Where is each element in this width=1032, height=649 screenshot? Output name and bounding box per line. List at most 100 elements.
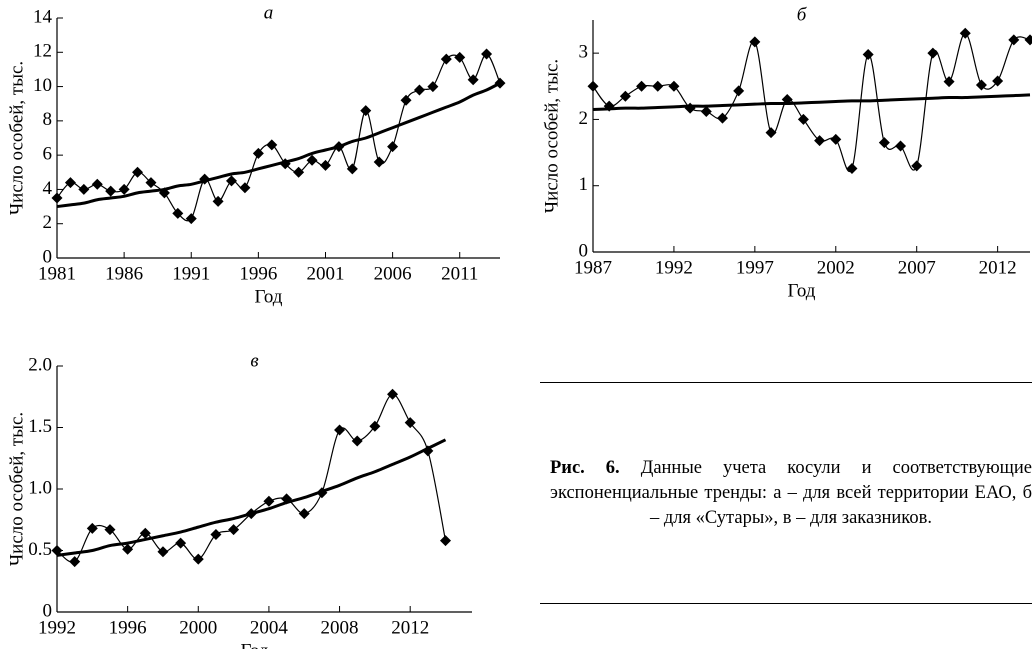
- y-axis-label: Число особей, тыс.: [6, 61, 27, 215]
- data-point: [467, 74, 479, 86]
- y-tick-label: 4: [43, 178, 53, 199]
- x-axis-label: Год: [255, 286, 283, 307]
- x-tick-label: 2001: [306, 263, 344, 284]
- trend-line: [592, 93, 1031, 111]
- data-point: [226, 175, 238, 187]
- data-point: [1008, 34, 1020, 46]
- data-point: [132, 166, 144, 178]
- data-point: [263, 495, 275, 507]
- data-point: [122, 543, 134, 555]
- y-tick-label: 0: [43, 600, 53, 621]
- data-point: [351, 435, 363, 447]
- data-point: [862, 48, 874, 60]
- data-point: [404, 417, 416, 429]
- x-tick-label: 2002: [817, 257, 855, 278]
- data-point: [992, 75, 1004, 87]
- caption-label: Рис. 6.: [550, 457, 620, 478]
- data-point: [911, 160, 923, 172]
- data-point: [636, 80, 648, 92]
- data-point: [387, 388, 399, 400]
- data-point: [210, 529, 222, 541]
- data-point: [619, 90, 631, 102]
- x-axis-label: Год: [788, 280, 816, 301]
- y-tick-label: 1.0: [28, 477, 52, 498]
- x-tick-label: 2011: [441, 263, 478, 284]
- data-point: [157, 546, 169, 558]
- x-tick-label: 2007: [898, 257, 936, 278]
- data-point: [943, 76, 955, 88]
- data-point: [334, 424, 346, 436]
- data-point: [192, 553, 204, 565]
- data-point: [959, 27, 971, 39]
- x-tick-label: 1991: [172, 263, 210, 284]
- data-point: [139, 527, 151, 539]
- y-axis-label: Число особей, тыс.: [541, 59, 562, 213]
- y-tick-label: 2.0: [28, 354, 52, 375]
- data-point: [975, 79, 987, 91]
- data-point: [51, 545, 63, 556]
- data-point: [266, 139, 278, 151]
- panel-title: в: [250, 350, 258, 371]
- x-tick-label: 1986: [105, 263, 143, 284]
- y-tick-label: 0: [43, 246, 53, 267]
- data-point: [733, 85, 745, 97]
- data-point: [652, 80, 664, 92]
- data-point: [252, 147, 264, 159]
- data-point: [895, 140, 907, 152]
- data-point: [145, 177, 157, 189]
- data-point: [878, 137, 890, 149]
- data-point: [830, 133, 842, 145]
- data-point: [1024, 34, 1032, 46]
- data-point: [716, 112, 728, 124]
- y-tick-label: 12: [33, 41, 52, 62]
- data-point: [293, 166, 305, 178]
- data-point: [239, 182, 251, 194]
- data-point: [440, 535, 452, 547]
- x-tick-label: 1996: [109, 617, 147, 638]
- x-tick-label: 1987: [574, 257, 612, 278]
- x-tick-label: 2006: [374, 263, 412, 284]
- panel-title: а: [264, 2, 274, 23]
- data-point: [185, 213, 197, 225]
- data-point: [298, 508, 310, 520]
- data-point: [387, 141, 399, 153]
- data-point: [765, 127, 777, 139]
- data-point: [172, 207, 184, 219]
- data-point: [846, 162, 858, 174]
- y-tick-label: 2: [579, 108, 589, 129]
- data-point: [668, 80, 680, 92]
- y-axis-label: Число особей, тыс.: [6, 412, 27, 566]
- x-tick-label: 1981: [38, 263, 76, 284]
- caption-text: Данные учета косули и соответствующие эк…: [550, 457, 1032, 528]
- data-point: [212, 195, 224, 207]
- data-point: [91, 178, 103, 190]
- x-tick-label: 2000: [179, 617, 217, 638]
- trend-line: [56, 438, 447, 557]
- trend-line: [56, 81, 501, 209]
- data-point: [373, 156, 385, 168]
- data-point: [228, 524, 240, 536]
- y-tick-label: 10: [33, 75, 52, 96]
- data-point: [306, 154, 318, 166]
- data-point: [319, 159, 331, 171]
- y-tick-label: 8: [43, 109, 53, 130]
- data-point: [427, 81, 439, 93]
- data-point: [78, 183, 90, 195]
- y-tick-label: 0.5: [28, 539, 52, 560]
- data-point: [587, 80, 599, 92]
- x-tick-label: 1997: [736, 257, 774, 278]
- data-point: [118, 183, 130, 195]
- data-point: [360, 105, 372, 117]
- data-point: [346, 163, 358, 175]
- data-point: [104, 524, 116, 536]
- y-tick-label: 1.5: [28, 416, 52, 437]
- y-tick-label: 0: [579, 240, 589, 261]
- data-point: [454, 51, 466, 63]
- x-tick-label: 1996: [239, 263, 277, 284]
- x-tick-label: 2004: [250, 617, 289, 638]
- data-point: [413, 84, 425, 96]
- data-point: [86, 522, 98, 534]
- x-tick-label: 1992: [38, 617, 76, 638]
